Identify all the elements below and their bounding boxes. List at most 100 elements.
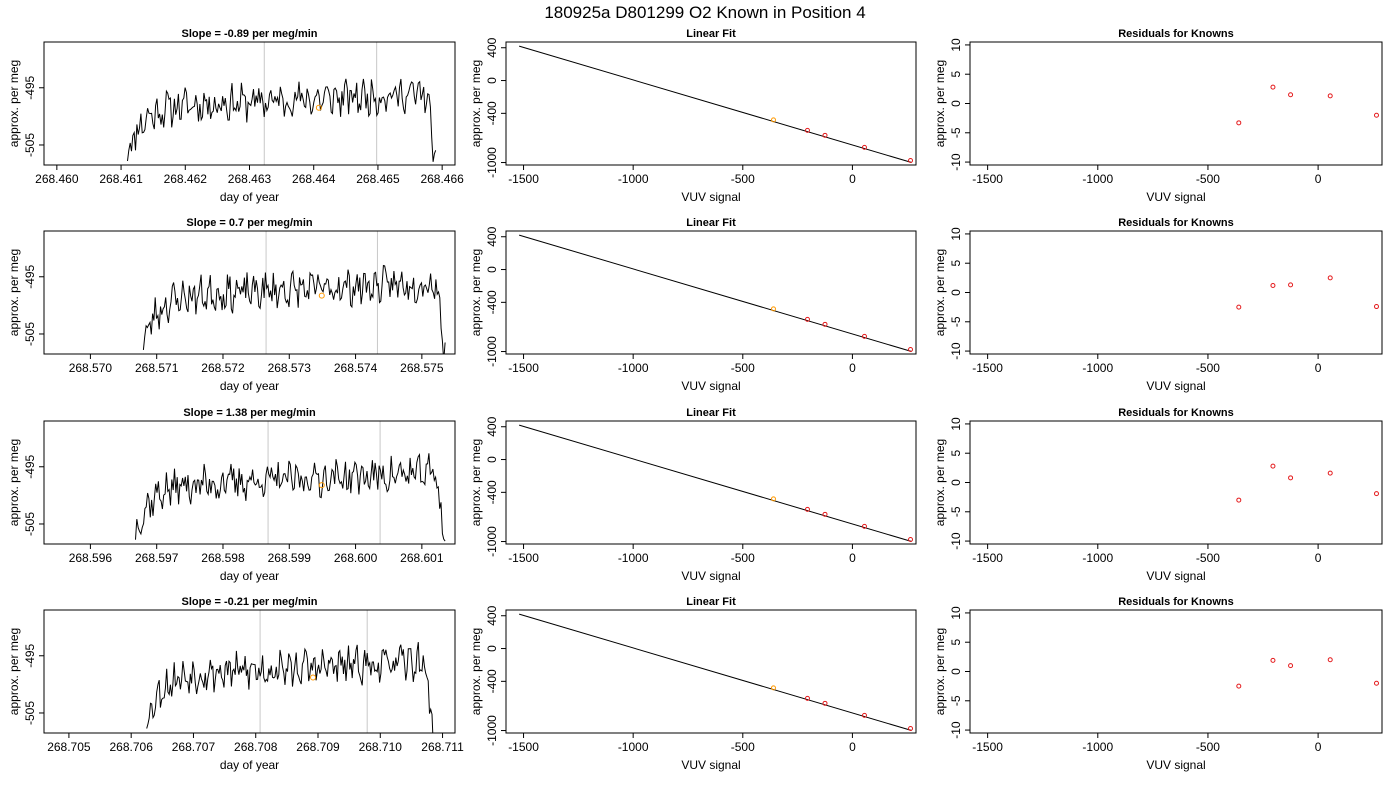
residuals-plot-frame [969, 609, 1383, 734]
residuals-y-tick-label: -10 [949, 342, 963, 360]
known-point [908, 157, 914, 163]
linear-fit-x-tick-label: -500 [731, 551, 755, 565]
linear-fit-y-axis-label: approx. per meg [469, 249, 483, 336]
linear-fit-x-tick-label: -1000 [618, 361, 649, 375]
time-series-x-tick-label: 268.460 [35, 172, 79, 186]
residuals-y-tick-label: 10 [949, 606, 963, 620]
linear-fit-panel: Linear Fit -1500 -1000 -500 0 400 0 -400 -1000 VU… [469, 28, 917, 204]
known-point [822, 132, 828, 138]
linear-fit-y-tick-label: 400 [485, 226, 499, 246]
residual-point [1327, 93, 1333, 99]
residuals-panel: Residuals for Knowns -1500 -1000 -500 0 10 5 0 -… [933, 28, 1383, 204]
sample-point [770, 496, 776, 502]
time-series-x-tick-label: 268.601 [400, 551, 444, 565]
residual-point [1373, 304, 1379, 310]
residuals-plot-frame [969, 420, 1383, 545]
residual-point [1373, 491, 1379, 497]
linear-fit-x-tick-label: -500 [731, 361, 755, 375]
linear-fit-title: Linear Fit [686, 596, 736, 608]
fit-line [519, 45, 912, 164]
time-series-x-tick-label: 268.707 [172, 740, 216, 754]
residual-point [1327, 657, 1333, 663]
panel-grid: Slope = -0.89 per meg/min 268.460 268.461 2… [7, 28, 1383, 772]
residuals-x-tick-label: -500 [1196, 551, 1220, 565]
linear-fit-x-tick-label: -1500 [508, 361, 539, 375]
residuals-title: Residuals for Knowns [1118, 28, 1234, 40]
time-series-y-tick-label: -495 [23, 264, 37, 288]
linear-fit-x-tick-label: -1000 [618, 740, 649, 754]
fit-line [519, 234, 912, 353]
residuals-y-tick-label: -5 [949, 506, 963, 517]
time-series-y-tick-label: -495 [23, 454, 37, 478]
time-series-title: Slope = 0.7 per meg/min [186, 217, 313, 229]
residuals-x-tick-label: -1000 [1082, 172, 1113, 186]
signal-trace [142, 264, 446, 354]
linear-fit-plot-frame [505, 609, 917, 734]
residuals-x-tick-label: -1500 [972, 361, 1003, 375]
time-series-x-tick-label: 268.600 [334, 551, 378, 565]
linear-fit-x-tick-label: -500 [731, 172, 755, 186]
linear-fit-y-tick-label: -1000 [485, 336, 499, 367]
linear-fit-y-tick-label: 0 [485, 456, 499, 463]
residuals-y-tick-label: 5 [949, 260, 963, 267]
residuals-y-tick-label: -5 [949, 316, 963, 327]
residuals-x-axis-label: VUV signal [1146, 190, 1205, 204]
residuals-y-tick-label: 0 [949, 100, 963, 107]
time-series-plot-frame [43, 420, 456, 545]
residual-point [1270, 282, 1276, 288]
time-series-x-tick-label: 268.463 [228, 172, 272, 186]
linear-fit-y-tick-label: 400 [485, 605, 499, 625]
time-series-panel: Slope = 1.38 per meg/min 268.596 268.597 26… [7, 407, 456, 583]
time-series-title: Slope = 1.38 per meg/min [183, 407, 316, 419]
residuals-title: Residuals for Knowns [1118, 217, 1234, 229]
mean-marker [318, 482, 325, 489]
linear-fit-x-tick-label: 0 [849, 740, 856, 754]
linear-fit-title: Linear Fit [686, 28, 736, 40]
time-series-y-tick-label: -495 [23, 75, 37, 99]
time-series-y-axis-label: approx. per meg [7, 439, 21, 526]
known-point [861, 333, 867, 339]
residuals-y-axis-label: approx. per meg [933, 60, 947, 147]
residuals-x-axis-label: VUV signal [1146, 569, 1205, 583]
time-series-y-tick-label: -505 [23, 512, 37, 536]
residual-point [1270, 657, 1276, 663]
time-series-x-tick-label: 268.710 [359, 740, 403, 754]
time-series-x-axis-label: day of year [220, 379, 279, 393]
linear-fit-panel: Linear Fit -1500 -1000 -500 0 400 0 -400 -1000 VU… [469, 407, 917, 583]
residuals-y-tick-label: 5 [949, 639, 963, 646]
linear-fit-y-tick-label: -1000 [485, 147, 499, 178]
sample-point [770, 306, 776, 312]
residuals-y-tick-label: -5 [949, 695, 963, 706]
time-series-y-axis-label: approx. per meg [7, 60, 21, 147]
linear-fit-y-tick-label: -1000 [485, 526, 499, 557]
linear-fit-y-tick-label: 0 [485, 77, 499, 84]
linear-fit-y-tick-label: -400 [485, 101, 499, 125]
known-point [822, 321, 828, 327]
residuals-x-tick-label: -500 [1196, 172, 1220, 186]
chart-row-1: Slope = -0.89 per meg/min 268.460 268.461 2… [7, 28, 1383, 204]
linear-fit-y-tick-label: 0 [485, 266, 499, 273]
residuals-y-tick-label: 10 [949, 417, 963, 431]
time-series-x-tick-label: 268.465 [356, 172, 400, 186]
residuals-y-axis-label: approx. per meg [933, 439, 947, 526]
linear-fit-plot-frame [505, 41, 917, 166]
time-series-x-tick-label: 268.574 [334, 361, 378, 375]
time-series-x-tick-label: 268.709 [296, 740, 340, 754]
time-series-x-tick-label: 268.708 [234, 740, 278, 754]
residuals-y-tick-label: -5 [949, 127, 963, 138]
time-series-x-tick-label: 268.597 [135, 551, 179, 565]
residuals-y-axis-label: approx. per meg [933, 249, 947, 336]
residuals-panel: Residuals for Knowns -1500 -1000 -500 0 10 5 0 -… [933, 596, 1383, 772]
residual-point [1288, 475, 1294, 481]
known-point [908, 725, 914, 731]
linear-fit-y-axis-label: approx. per meg [469, 60, 483, 147]
linear-fit-y-tick-label: -400 [485, 480, 499, 504]
linear-fit-x-axis-label: VUV signal [681, 569, 740, 583]
time-series-plot-frame [43, 230, 456, 355]
residuals-x-tick-label: -1500 [972, 551, 1003, 565]
residuals-x-tick-label: 0 [1315, 740, 1322, 754]
residual-point [1288, 92, 1294, 98]
residuals-panel: Residuals for Knowns -1500 -1000 -500 0 10 5 0 -… [933, 407, 1383, 583]
residuals-x-axis-label: VUV signal [1146, 758, 1205, 772]
residuals-x-tick-label: 0 [1315, 551, 1322, 565]
